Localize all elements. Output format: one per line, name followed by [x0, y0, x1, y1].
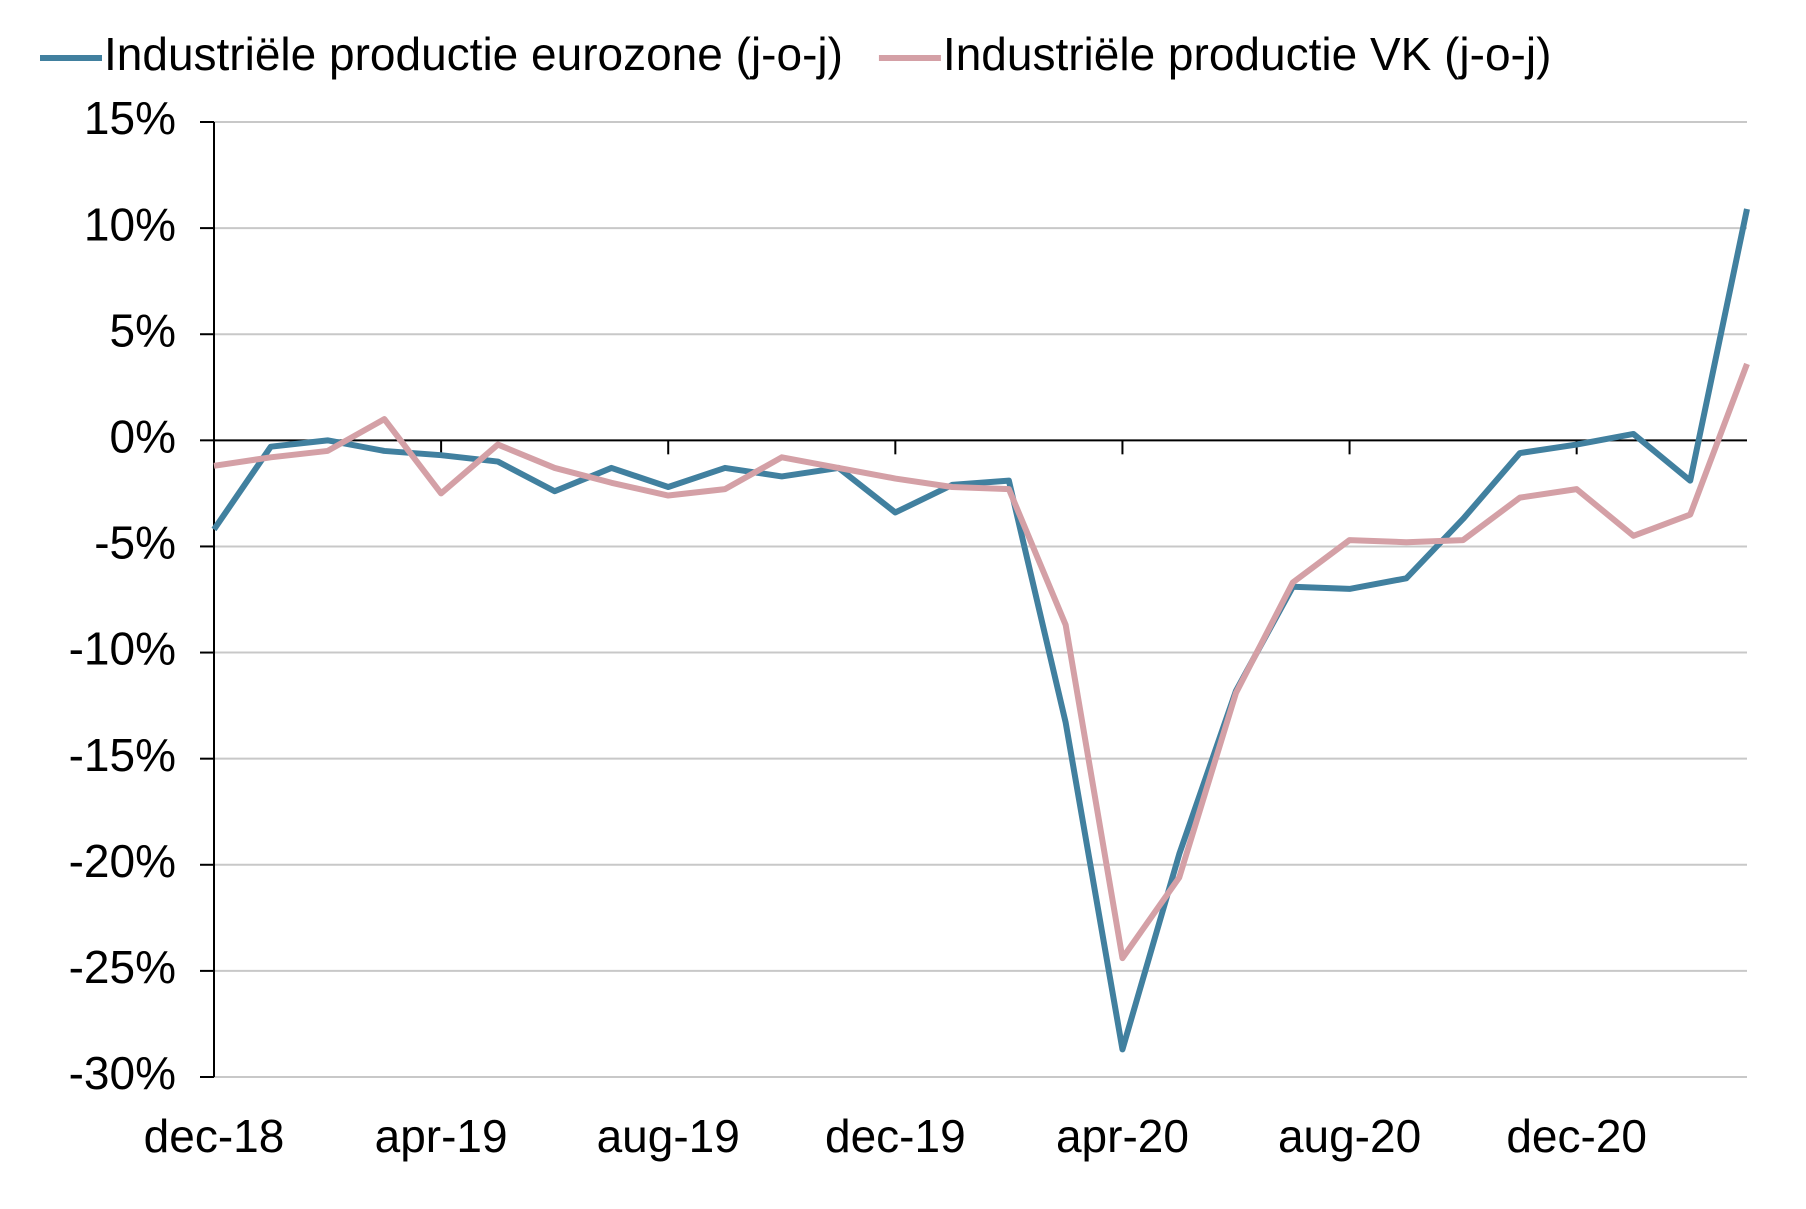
y-tick-label: -15%	[69, 729, 176, 781]
y-tick-label: -20%	[69, 835, 176, 887]
x-tick-label: aug-19	[597, 1110, 740, 1162]
x-tick-label: dec-19	[825, 1110, 966, 1162]
y-tick-label: 15%	[84, 92, 176, 144]
x-tick-label: aug-20	[1278, 1110, 1421, 1162]
y-tick-label: 10%	[84, 198, 176, 250]
x-tick-label: apr-19	[375, 1110, 508, 1162]
y-tick-label: -5%	[94, 517, 176, 569]
x-tick-label: dec-20	[1506, 1110, 1647, 1162]
series-line	[213, 362, 1750, 962]
legend-label: Industriële productie eurozone (j-o-j)	[104, 28, 843, 80]
x-tick-label: dec-18	[144, 1110, 285, 1162]
legend-label: Industriële productie VK (j-o-j)	[943, 28, 1551, 80]
x-tick-label: apr-20	[1056, 1110, 1189, 1162]
y-tick-label: 5%	[110, 304, 176, 356]
y-tick-label: -30%	[69, 1047, 176, 1099]
y-tick-label: 0%	[110, 410, 176, 462]
series-line	[211, 208, 1750, 1053]
y-tick-label: -25%	[69, 941, 176, 993]
y-tick-label: -10%	[69, 623, 176, 675]
